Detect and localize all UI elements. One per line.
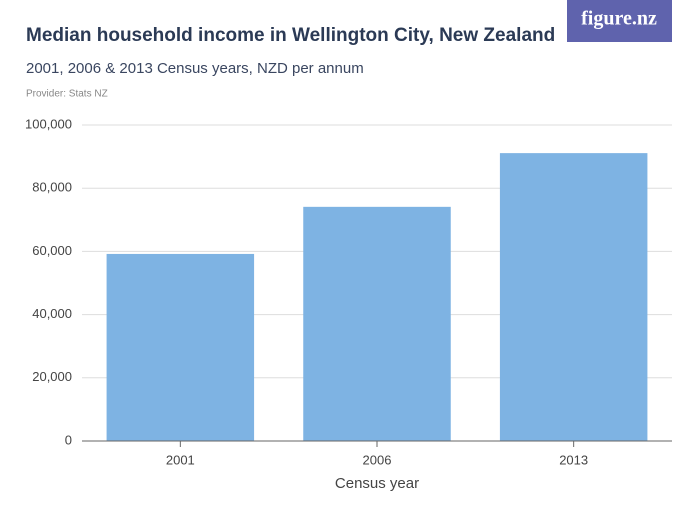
y-tick-label: 80,000 [32,180,72,195]
y-tick-label: 100,000 [25,116,72,131]
bar [303,206,451,441]
bar [499,153,648,441]
y-tick-label: 60,000 [32,243,72,258]
logo: figure.nz [581,8,657,30]
y-tick-label: 20,000 [32,369,72,384]
y-tick-label: 0 [65,432,72,447]
chart-title: Median household income in Wellington Ci… [26,25,555,46]
x-tick-label: 2001 [166,452,195,467]
x-tick-label: 2013 [559,452,588,467]
y-tick-label: 40,000 [32,306,72,321]
provider: Provider: Stats NZ [26,89,108,100]
x-tick-label: 2006 [363,452,392,467]
chart-subtitle: 2001, 2006 & 2013 Census years, NZD per … [26,60,364,77]
bar [106,253,255,441]
logo-box [567,0,672,42]
x-axis-label: Census year [335,475,419,492]
